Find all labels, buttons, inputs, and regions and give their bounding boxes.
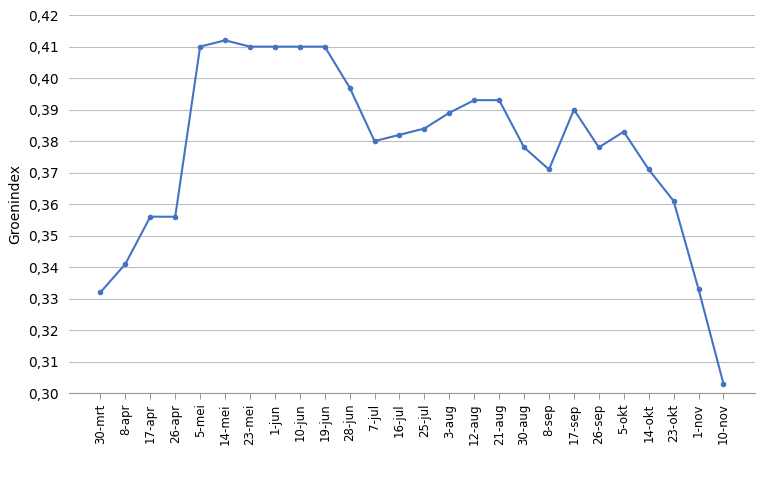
Y-axis label: Groenindex: Groenindex	[8, 164, 22, 244]
